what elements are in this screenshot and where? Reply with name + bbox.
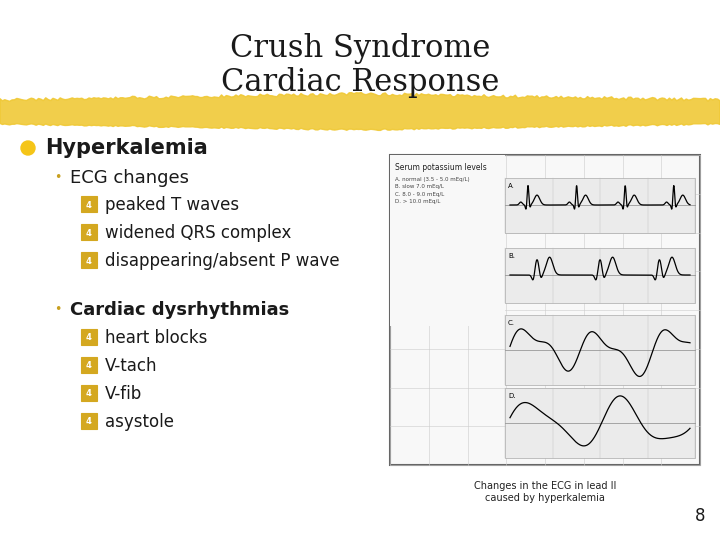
Text: Crush Syndrome: Crush Syndrome [230, 32, 490, 64]
FancyBboxPatch shape [81, 413, 97, 429]
Text: widened QRS complex: widened QRS complex [105, 224, 292, 242]
Bar [505, 315, 695, 385]
Text: A. normal (3.5 - 5.0 mEq/L)
B. slow 7.0 mEq/L
C. 8.0 - 9.0 mEq/L
D. > 10.0 mEq/L: A. normal (3.5 - 5.0 mEq/L) B. slow 7.0 … [395, 177, 469, 204]
Bar [505, 178, 695, 233]
FancyBboxPatch shape [81, 224, 97, 240]
FancyBboxPatch shape [81, 196, 97, 212]
Text: A.: A. [508, 183, 515, 188]
Text: Serum potassium levels: Serum potassium levels [395, 163, 487, 172]
Bar [390, 155, 505, 326]
Text: •: • [54, 172, 62, 185]
Text: 4: 4 [86, 361, 92, 370]
Text: D.: D. [508, 393, 516, 399]
Text: 4: 4 [86, 200, 92, 210]
Text: V-tach: V-tach [105, 357, 158, 375]
Text: 4: 4 [86, 334, 92, 342]
Circle shape [21, 141, 35, 155]
Text: 8: 8 [695, 507, 705, 525]
Text: 4: 4 [86, 417, 92, 427]
FancyBboxPatch shape [81, 252, 97, 268]
Text: peaked T waves: peaked T waves [105, 196, 239, 214]
Text: B.: B. [508, 253, 515, 259]
Text: heart blocks: heart blocks [105, 329, 207, 347]
FancyBboxPatch shape [81, 357, 97, 373]
Text: V-fib: V-fib [105, 385, 143, 403]
Text: 4: 4 [86, 228, 92, 238]
Text: 4: 4 [86, 256, 92, 266]
FancyBboxPatch shape [81, 385, 97, 401]
Bar [505, 247, 695, 302]
FancyBboxPatch shape [81, 329, 97, 345]
Text: asystole: asystole [105, 413, 174, 431]
Text: Changes in the ECG in lead II
caused by hyperkalemia: Changes in the ECG in lead II caused by … [474, 481, 616, 503]
Text: Cardiac dysrhythmias: Cardiac dysrhythmias [70, 301, 289, 319]
Text: C.: C. [508, 320, 515, 326]
Text: ECG changes: ECG changes [70, 169, 189, 187]
Text: •: • [54, 303, 62, 316]
Bar [505, 388, 695, 458]
Text: disappearing/absent P wave: disappearing/absent P wave [105, 252, 340, 270]
Text: Hyperkalemia: Hyperkalemia [45, 138, 208, 158]
Text: Cardiac Response: Cardiac Response [221, 66, 499, 98]
Bar [390, 155, 700, 465]
Text: 4: 4 [86, 389, 92, 399]
